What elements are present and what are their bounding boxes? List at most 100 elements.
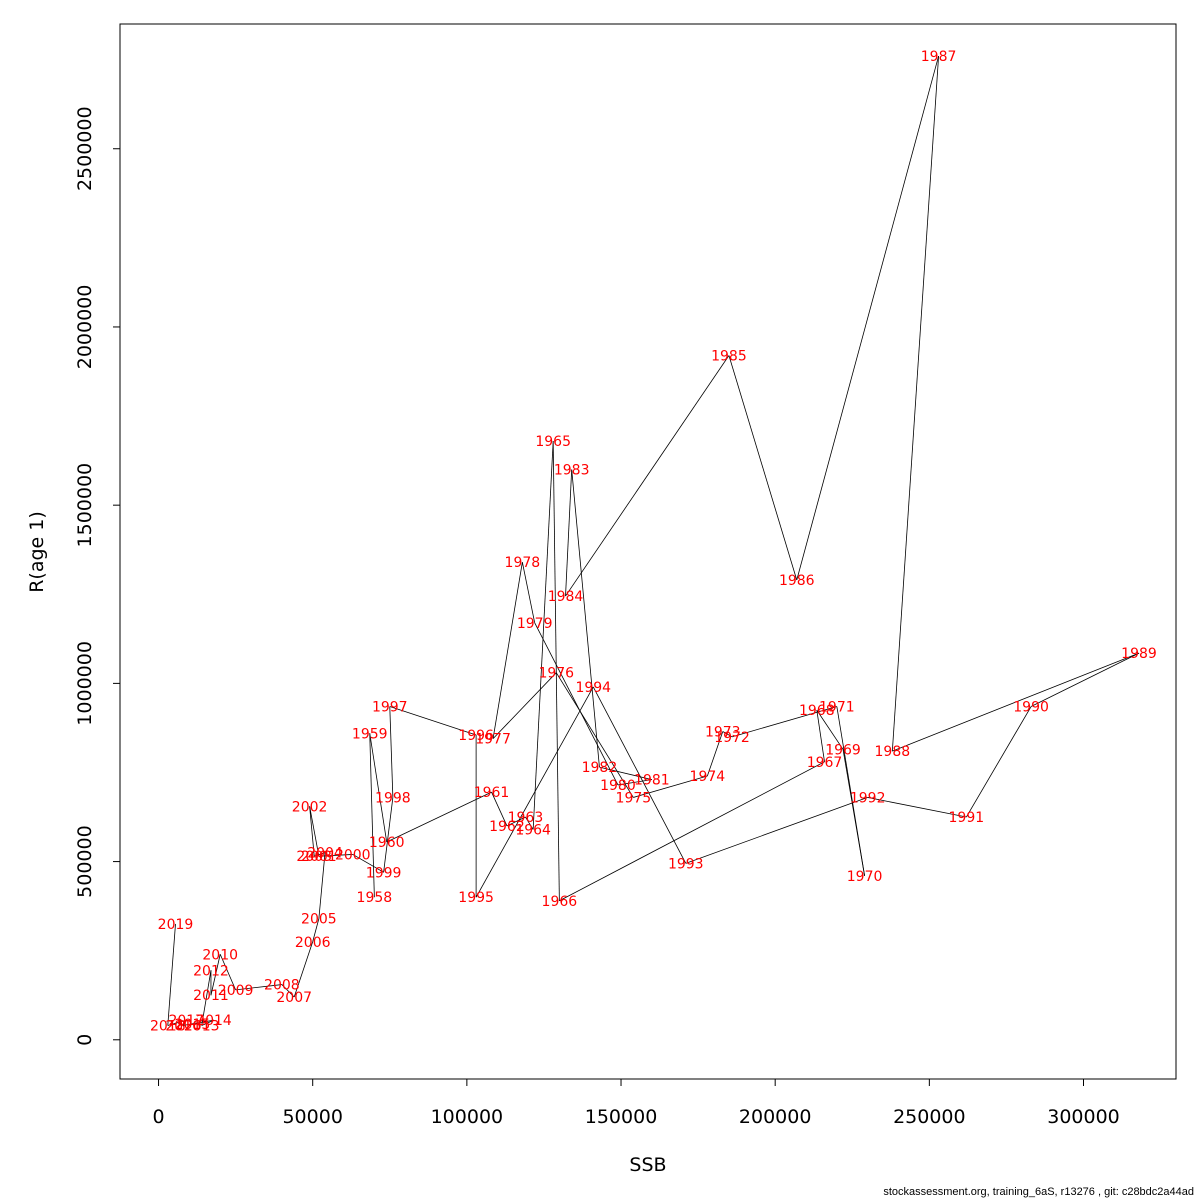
series-segment [521,562,536,623]
point-label-2010: 2010 [202,947,238,963]
point-label-1959: 1959 [352,726,388,742]
series-segment [192,1019,215,1025]
point-label-2019: 2019 [158,917,194,933]
series-segment [389,706,394,798]
point-label-1978: 1978 [505,555,541,571]
point-label-1966: 1966 [542,894,578,910]
point-label-1989: 1989 [1121,646,1157,662]
series-segment [293,941,314,998]
point-label-2012: 2012 [193,963,229,979]
point-label-1963: 1963 [508,810,544,826]
point-label-2001: 2001 [301,849,337,865]
series-segment [309,806,320,857]
point-label-2011: 2011 [193,988,229,1004]
point-label-1971: 1971 [819,700,855,716]
y-tick-label: 2000000 [74,285,96,370]
point-label-1991: 1991 [949,810,985,826]
series-segment [592,686,687,864]
series-segment [706,731,724,777]
point-label-1994: 1994 [575,680,611,696]
y-tick-label: 2500000 [74,106,96,191]
point-label-1958: 1958 [357,890,393,906]
point-label-1962: 1962 [489,819,525,835]
series-segment [492,672,557,739]
y-axis: 0 500000 1000000 1500000 2000000 2500000 [74,106,121,1046]
series-segment [816,710,825,762]
point-label-1960: 1960 [369,835,405,851]
point-label-2004: 2004 [307,846,343,862]
point-label-1985: 1985 [711,348,747,364]
x-tick-label: 200000 [739,1106,812,1128]
point-label-1972: 1972 [714,730,750,746]
point-label-2015: 2015 [175,1017,211,1033]
x-axis-label: SSB [629,1154,666,1176]
series-segment [552,441,560,901]
series-segment [312,918,320,942]
series-segment [314,852,326,857]
series-line [167,55,1140,1026]
series-segment [210,954,221,996]
point-label-1983: 1983 [554,463,590,479]
series-segment [796,55,939,581]
point-label-1997: 1997 [372,700,408,716]
point-label-1979: 1979 [517,616,553,632]
series-segment [235,984,282,991]
point-label-1970: 1970 [847,869,883,885]
point-label-1984: 1984 [548,589,584,605]
point-label-2017: 2017 [168,1013,204,1029]
series-segment [867,797,967,818]
y-tick-label: 1500000 [74,463,96,548]
series-segment [389,706,477,736]
point-label-2000: 2000 [335,847,371,863]
point-label-1968: 1968 [799,703,835,719]
y-tick-label: 1000000 [74,641,96,726]
point-label-1995: 1995 [458,890,494,906]
series-segment [731,706,837,738]
series-segment [491,791,508,827]
series-segment [728,355,798,581]
series-segment [965,706,1032,818]
series-segment [506,816,526,827]
series-segment [534,622,619,786]
series-segment [183,1023,193,1026]
series-segment [167,1019,187,1026]
y-axis-label: R(age 1) [26,511,48,593]
point-label-2007: 2007 [276,990,312,1006]
series-segment [891,56,939,752]
point-label-1976: 1976 [538,666,574,682]
series-segment [201,970,212,1026]
y-tick-label: 500000 [74,825,96,898]
x-tick-label: 0 [152,1106,164,1128]
series-segment [309,806,315,857]
series-segment [386,791,492,843]
series-segment [318,852,326,919]
x-tick-label: 150000 [585,1106,658,1128]
point-label-1974: 1974 [690,769,726,785]
point-label-1986: 1986 [779,573,815,589]
x-tick-label: 300000 [1047,1106,1120,1128]
series-segment [352,854,384,873]
point-label-2018: 2018 [150,1019,186,1035]
point-label-1999: 1999 [366,865,402,881]
series-segment [836,706,865,876]
point-label-1987: 1987 [921,49,957,65]
point-label-2006: 2006 [295,935,331,951]
series-segment [565,469,573,597]
point-label-2013: 2013 [184,1019,220,1035]
point-label-2005: 2005 [301,912,337,928]
point-label-2003: 2003 [296,849,332,865]
series-segment [492,562,523,739]
point-label-1975: 1975 [616,790,652,806]
series-segment [633,775,708,798]
series-segment [219,954,236,991]
point-label-1961: 1961 [474,785,510,801]
footer-credit: stockassessment.org, training_6aS, r1327… [883,1186,1194,1198]
series-segment [525,816,534,830]
series-segment [369,733,388,843]
x-axis: 0 50000 100000 150000 200000 250000 300000 [152,1078,1120,1128]
point-label-2008: 2008 [264,978,300,994]
series-segment [892,652,1140,752]
x-tick-label: 100000 [431,1106,504,1128]
point-label-1967: 1967 [807,755,843,771]
